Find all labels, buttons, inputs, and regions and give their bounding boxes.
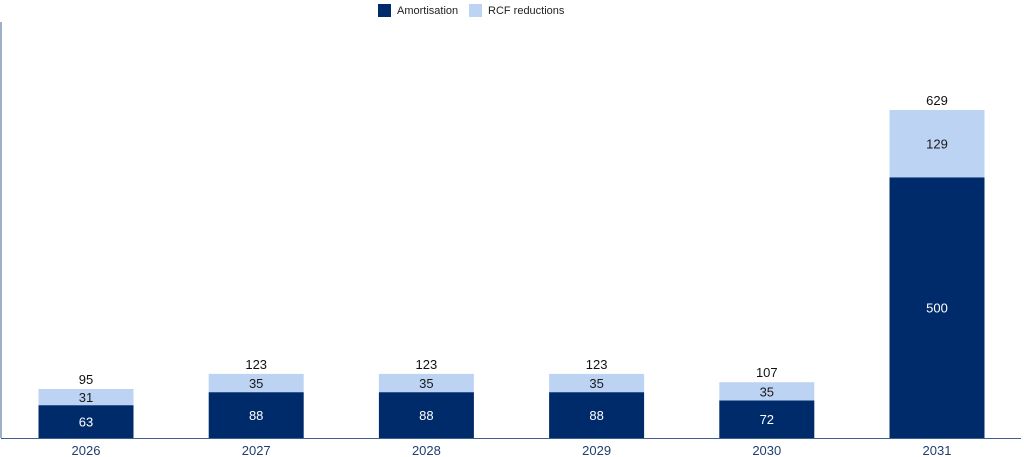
total-label-2029: 123 [586,357,608,372]
data-label-amortisation-2031: 500 [926,301,948,316]
data-label-amortisation-2029: 88 [589,408,603,423]
bar-amortisation-2031 [889,177,985,439]
legend: Amortisation RCF reductions [378,4,565,17]
data-label-rcf-reductions-2030: 35 [760,384,774,399]
total-label-2027: 123 [245,357,267,372]
total-label-2028: 123 [416,357,438,372]
bar-rcf-reductions-2028 [378,373,474,393]
bar-rcf-reductions-2031 [889,110,985,178]
x-tick-label-2029: 2029 [582,443,611,457]
x-tick-label-2026: 2026 [72,443,101,457]
data-label-rcf-reductions-2027: 35 [249,376,263,391]
data-label-amortisation-2028: 88 [419,408,433,423]
data-label-rcf-reductions-2029: 35 [589,376,603,391]
bar-amortisation-2027 [208,392,304,438]
bar-rcf-reductions-2029 [549,373,645,393]
data-label-rcf-reductions-2026: 31 [79,390,93,405]
bar-rcf-reductions-2027 [208,373,304,393]
data-label-rcf-reductions-2031: 129 [926,137,948,152]
x-tick-label-2027: 2027 [242,443,271,457]
bar-rcf-reductions-2030 [719,382,815,401]
bar-rcf-reductions-2026 [38,389,134,406]
data-label-rcf-reductions-2028: 35 [419,376,433,391]
bars [38,110,985,439]
bar-amortisation-2026 [38,405,134,438]
legend-item-amortisation-swatch [378,4,391,17]
data-label-amortisation-2030: 72 [760,412,774,427]
axes [0,22,1021,439]
total-label-2026: 95 [79,372,93,387]
legend-item-amortisation-label: Amortisation [397,5,458,17]
legend-item-rcf-reductions-swatch [469,4,482,17]
data-label-amortisation-2026: 63 [79,415,93,430]
x-tick-label-2028: 2028 [412,443,441,457]
x-tick-label-2030: 2030 [752,443,781,457]
data-labels: 63 31 95 2026 88 35 123 2027 88 35 123 2028 88 35 123 2… [72,93,952,457]
legend-item-rcf-reductions-label: RCF reductions [488,5,565,17]
bar-amortisation-2030 [719,400,815,438]
total-label-2030: 107 [756,365,778,380]
total-label-2031: 629 [926,93,948,108]
data-label-amortisation-2027: 88 [249,408,263,423]
x-tick-label-2031: 2031 [923,443,952,457]
bar-amortisation-2028 [378,392,474,438]
bar-amortisation-2029 [549,392,645,438]
